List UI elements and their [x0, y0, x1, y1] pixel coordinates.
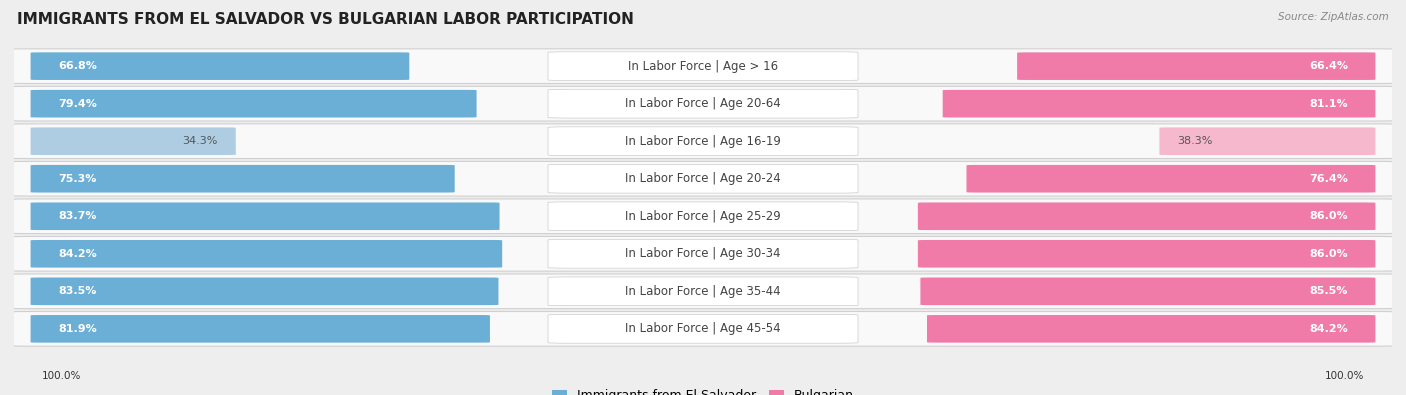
Text: 83.5%: 83.5% — [58, 286, 97, 296]
Text: 66.4%: 66.4% — [1309, 61, 1348, 71]
FancyBboxPatch shape — [548, 89, 858, 118]
FancyBboxPatch shape — [918, 203, 1375, 230]
FancyBboxPatch shape — [921, 278, 1375, 305]
FancyBboxPatch shape — [548, 164, 858, 193]
FancyBboxPatch shape — [548, 202, 858, 231]
Text: 85.5%: 85.5% — [1309, 286, 1348, 296]
FancyBboxPatch shape — [1160, 128, 1375, 155]
FancyBboxPatch shape — [927, 315, 1375, 342]
Text: In Labor Force | Age 45-54: In Labor Force | Age 45-54 — [626, 322, 780, 335]
Text: 83.7%: 83.7% — [58, 211, 97, 221]
Text: 76.4%: 76.4% — [1309, 174, 1348, 184]
Text: 66.8%: 66.8% — [58, 61, 97, 71]
Text: 86.0%: 86.0% — [1309, 211, 1348, 221]
Text: In Labor Force | Age 25-29: In Labor Force | Age 25-29 — [626, 210, 780, 223]
Text: In Labor Force | Age 20-64: In Labor Force | Age 20-64 — [626, 97, 780, 110]
FancyBboxPatch shape — [11, 312, 1395, 346]
Text: 81.9%: 81.9% — [58, 324, 97, 334]
Text: In Labor Force | Age 16-19: In Labor Force | Age 16-19 — [626, 135, 780, 148]
FancyBboxPatch shape — [548, 277, 858, 306]
FancyBboxPatch shape — [31, 315, 489, 342]
Text: 84.2%: 84.2% — [1309, 324, 1348, 334]
FancyBboxPatch shape — [548, 52, 858, 81]
FancyBboxPatch shape — [966, 165, 1375, 192]
FancyBboxPatch shape — [31, 278, 499, 305]
FancyBboxPatch shape — [942, 90, 1375, 117]
Text: 81.1%: 81.1% — [1309, 99, 1348, 109]
Text: In Labor Force | Age 30-34: In Labor Force | Age 30-34 — [626, 247, 780, 260]
Text: In Labor Force | Age 35-44: In Labor Force | Age 35-44 — [626, 285, 780, 298]
Text: 79.4%: 79.4% — [58, 99, 97, 109]
Text: In Labor Force | Age 20-24: In Labor Force | Age 20-24 — [626, 172, 780, 185]
FancyBboxPatch shape — [31, 165, 454, 192]
FancyBboxPatch shape — [31, 53, 409, 80]
Text: 34.3%: 34.3% — [183, 136, 218, 146]
FancyBboxPatch shape — [11, 162, 1395, 196]
FancyBboxPatch shape — [31, 128, 236, 155]
Text: IMMIGRANTS FROM EL SALVADOR VS BULGARIAN LABOR PARTICIPATION: IMMIGRANTS FROM EL SALVADOR VS BULGARIAN… — [17, 12, 634, 27]
FancyBboxPatch shape — [11, 124, 1395, 158]
FancyBboxPatch shape — [11, 237, 1395, 271]
FancyBboxPatch shape — [548, 314, 858, 343]
FancyBboxPatch shape — [31, 90, 477, 117]
FancyBboxPatch shape — [11, 274, 1395, 308]
Text: 84.2%: 84.2% — [58, 249, 97, 259]
FancyBboxPatch shape — [31, 203, 499, 230]
FancyBboxPatch shape — [1017, 53, 1375, 80]
Text: 100.0%: 100.0% — [1324, 371, 1364, 381]
FancyBboxPatch shape — [918, 240, 1375, 267]
FancyBboxPatch shape — [31, 240, 502, 267]
Text: 75.3%: 75.3% — [58, 174, 97, 184]
Text: 38.3%: 38.3% — [1177, 136, 1213, 146]
Text: 86.0%: 86.0% — [1309, 249, 1348, 259]
FancyBboxPatch shape — [548, 127, 858, 156]
Text: In Labor Force | Age > 16: In Labor Force | Age > 16 — [628, 60, 778, 73]
FancyBboxPatch shape — [548, 239, 858, 268]
Text: 100.0%: 100.0% — [42, 371, 82, 381]
FancyBboxPatch shape — [11, 87, 1395, 121]
Text: Source: ZipAtlas.com: Source: ZipAtlas.com — [1278, 12, 1389, 22]
FancyBboxPatch shape — [11, 199, 1395, 233]
FancyBboxPatch shape — [11, 49, 1395, 83]
Legend: Immigrants from El Salvador, Bulgarian: Immigrants from El Salvador, Bulgarian — [547, 384, 859, 395]
